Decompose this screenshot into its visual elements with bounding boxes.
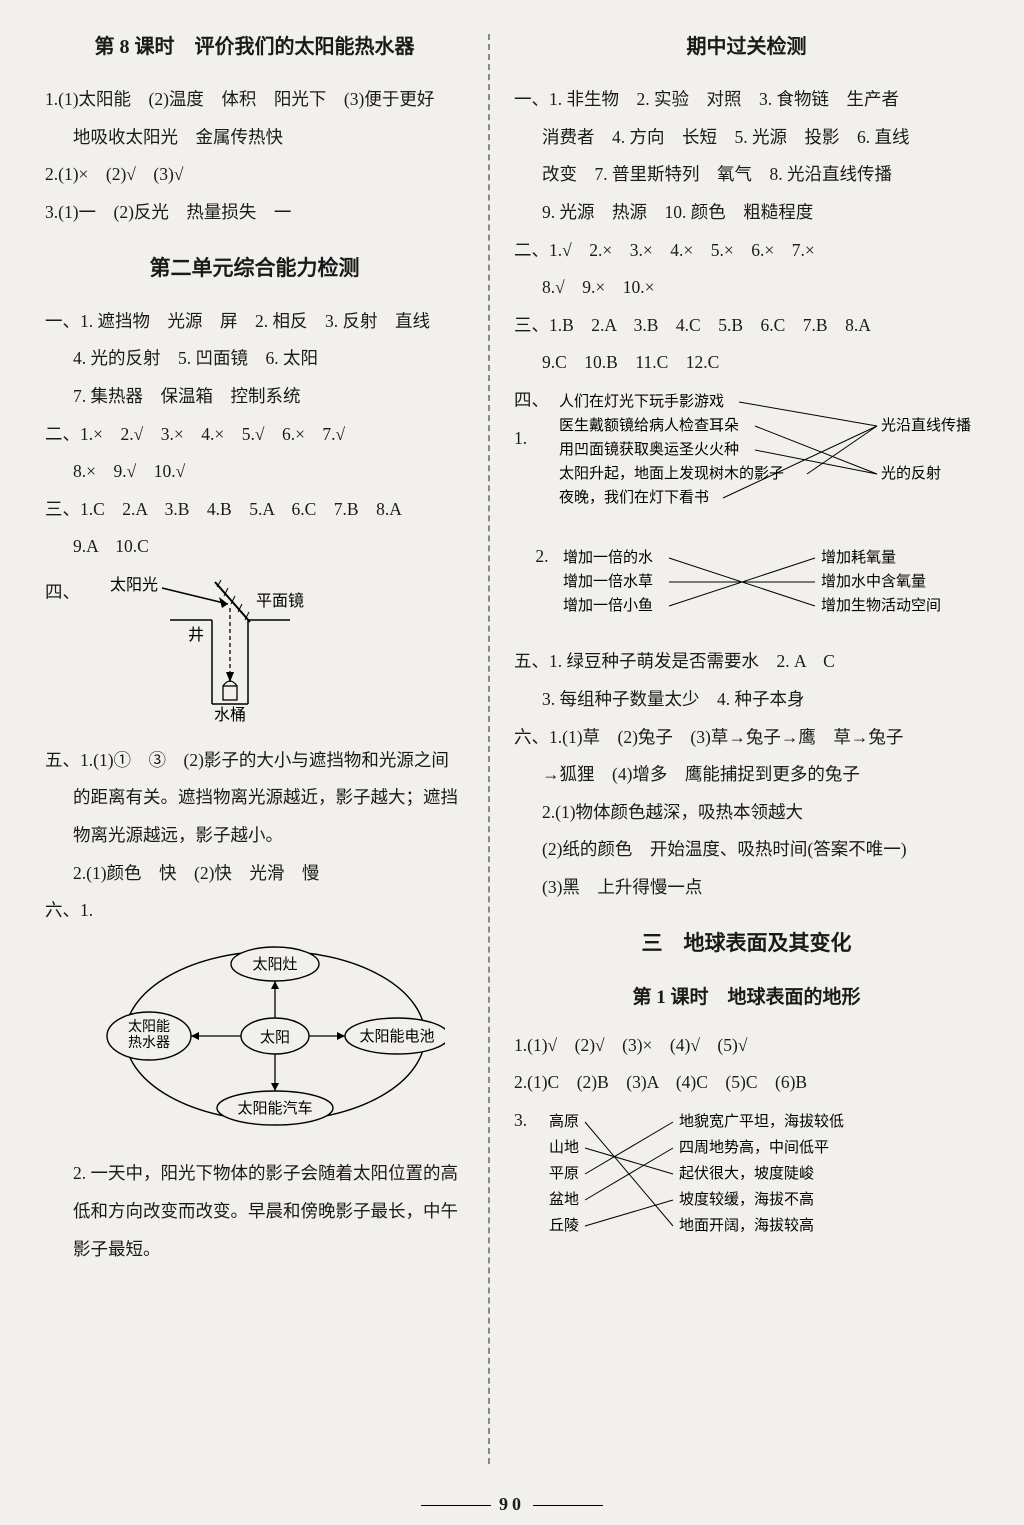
text-line: 二、1.× 2.√ 3.× 4.× 5.√ 6.× 7.√ [45,416,464,454]
svg-text:高原: 高原 [549,1113,579,1130]
text-line: 五、1. 绿豆种子萌发是否需要水 2. A C [514,643,979,681]
text-line: 一、1. 遮挡物 光源 屏 2. 相反 3. 反射 直线 [45,303,464,341]
text-line: 消费者 4. 方向 长短 5. 光源 投影 6. 直线 [514,119,979,157]
text-line: 4. 光的反射 5. 凹面镜 6. 太阳 [45,340,464,378]
left-heading-lesson8: 第 8 课时 评价我们的太阳能热水器 [45,26,464,69]
text-line: 影子最短。 [45,1231,464,1269]
svg-text:地貌宽广平坦，海拔较低: 地貌宽广平坦，海拔较低 [679,1112,844,1130]
text-line: 的距离有关。遮挡物离光源越近，影子越大；遮挡 [45,779,464,817]
right-heading-lesson1: 第 1 课时 地球表面的地形 [514,978,979,1019]
text-line: 2.(1)× (2)√ (3)√ [45,156,464,194]
text-line: 2.(1)颜色 快 (2)快 光滑 慢 [45,855,464,893]
svg-text:增加一倍小鱼: 增加一倍小鱼 [563,596,653,614]
svg-text:增加一倍的水: 增加一倍的水 [563,549,653,566]
node-bottom: 太阳能汽车 [237,1100,312,1117]
label-bucket: 水桶 [214,706,246,722]
section-four-label: 四、 [45,566,80,612]
text-line: 五、1.(1)① ③ (2)影子的大小与遮挡物和光源之间 [45,742,464,780]
text-line: 低和方向改变而改变。早晨和傍晚影子最长，中午 [45,1193,464,1231]
text-line: 2.(1)C (2)B (3)A (4)C (5)C (6)B [514,1064,979,1102]
text-line: 改变 7. 普里斯特列 氧气 8. 光沿直线传播 [514,156,979,194]
svg-text:增加生物活动空间: 增加生物活动空间 [821,597,941,614]
text-line: 3.(1)一 (2)反光 热量损失 一 [45,194,464,232]
text-line: 物离光源越远，影子越小。 [45,817,464,855]
node-top: 太阳灶 [252,956,297,973]
text-line: 2.(1)物体颜色越深，吸热本领越大 [514,794,979,832]
node-center: 太阳 [260,1029,290,1046]
text-line: (3)黑 上升得慢一点 [514,869,979,907]
section-four-label-r: 四、1. [514,382,549,538]
svg-text:增加耗氧量: 增加耗氧量 [821,549,896,566]
right-heading-midterm: 期中过关检测 [514,26,979,69]
text-line: 1.(1)太阳能 (2)温度 体积 阳光下 (3)便于更好 [45,81,464,119]
svg-text:增加一倍水草: 增加一倍水草 [563,573,653,590]
right-heading-unit3: 三 地球表面及其变化 [514,921,979,966]
svg-text:地面开阔，海拔较高: 地面开阔，海拔较高 [679,1216,814,1234]
matching-diagram-4-2: 增加一倍的水 增加一倍水草 增加一倍小鱼 增加耗氧量 增加水中含氧量 增加生物活… [563,544,963,638]
svg-text:医生戴额镜给病人检查耳朵: 医生戴额镜给病人检查耳朵 [559,416,739,434]
text-line: 三、1.C 2.A 3.B 4.B 5.A 6.C 7.B 8.A [45,491,464,529]
svg-text:丘陵: 丘陵 [549,1217,579,1234]
section-four-2-label: 2. [514,538,553,644]
right-column: 期中过关检测 一、1. 非生物 2. 实验 对照 3. 食物链 生产者 消费者 … [514,20,979,1480]
text-line: 9. 光源 热源 10. 颜色 粗糙程度 [514,194,979,232]
matching-diagram-4-1: 人们在灯光下玩手影游戏 医生戴额镜给病人检查耳朵 用凹面镜获取奥运圣火火种 太阳… [559,388,979,532]
page-number: 90 [0,1494,1024,1515]
label-well: 井 [188,626,204,644]
node-right: 太阳能电池 [359,1028,434,1045]
text-line: 7. 集热器 保温箱 控制系统 [45,378,464,416]
column-divider [488,34,490,1464]
text-line: 二、1.√ 2.× 3.× 4.× 5.× 6.× 7.× [514,232,979,270]
left-heading-unit2: 第二单元综合能力检测 [45,246,464,291]
svg-text:四周地势高，中间低平: 四周地势高，中间低平 [679,1139,829,1156]
text-line: 2. 一天中，阳光下物体的影子会随着太阳位置的高 [45,1155,464,1193]
svg-text:夜晚，我们在灯下看书: 夜晚，我们在灯下看书 [559,489,709,506]
svg-text:光沿直线传播: 光沿直线传播 [881,417,971,434]
svg-text:坡度较缓，海拔不高: 坡度较缓，海拔不高 [679,1190,814,1208]
text-line: →狐狸 (4)增多 鹰能捕捉到更多的兔子 [514,756,979,794]
left-column: 第 8 课时 评价我们的太阳能热水器 1.(1)太阳能 (2)温度 体积 阳光下… [45,20,464,1480]
text-line: 地吸收太阳光 金属传热快 [45,119,464,157]
text-line: 9.A 10.C [45,528,464,566]
svg-text:光的反射: 光的反射 [881,465,941,482]
svg-text:盆地: 盆地 [549,1191,579,1208]
svg-text:用凹面镜获取奥运圣火火种: 用凹面镜获取奥运圣火火种 [559,440,739,458]
section-six-label: 六、1. [45,892,464,930]
section-3-label: 3. [514,1102,539,1263]
text-line: 8.√ 9.× 10.× [514,269,979,307]
svg-text:太阳能: 太阳能 [128,1019,170,1035]
svg-text:太阳升起，地面上发现树木的影子: 太阳升起，地面上发现树木的影子 [559,465,784,482]
sun-concept-diagram: 太阳 太阳灶 太阳能汽车 太阳能 热水器 太阳能电池 [105,936,464,1150]
text-line: 8.× 9.√ 10.√ [45,453,464,491]
text-line: 一、1. 非生物 2. 实验 对照 3. 食物链 生产者 [514,81,979,119]
matching-diagram-terrain: 高原 山地 平原 盆地 丘陵 地貌宽广平坦，海拔较低 四周地势高，中间低平 起伏… [549,1108,959,1257]
label-mirror: 平面镜 [256,591,304,610]
label-sunlight: 太阳光 [110,576,158,594]
text-line: (2)纸的颜色 开始温度、吸热时间(答案不唯一) [514,831,979,869]
text-line: 1.(1)√ (2)√ (3)× (4)√ (5)√ [514,1027,979,1065]
svg-text:起伏很大，坡度陡峻: 起伏很大，坡度陡峻 [679,1165,814,1182]
mirror-well-diagram: 太阳光 平面镜 [110,572,330,736]
text-line: 六、1.(1)草 (2)兔子 (3)草→兔子→鹰 草→兔子 [514,719,979,757]
svg-text:热水器: 热水器 [128,1035,170,1051]
svg-text:增加水中含氧量: 增加水中含氧量 [821,573,926,590]
svg-text:山地: 山地 [549,1139,579,1156]
text-line: 9.C 10.B 11.C 12.C [514,344,979,382]
svg-text:人们在灯光下玩手影游戏: 人们在灯光下玩手影游戏 [559,393,724,410]
text-line: 三、1.B 2.A 3.B 4.C 5.B 6.C 7.B 8.A [514,307,979,345]
svg-text:平原: 平原 [549,1166,579,1182]
text-line: 3. 每组种子数量太少 4. 种子本身 [514,681,979,719]
